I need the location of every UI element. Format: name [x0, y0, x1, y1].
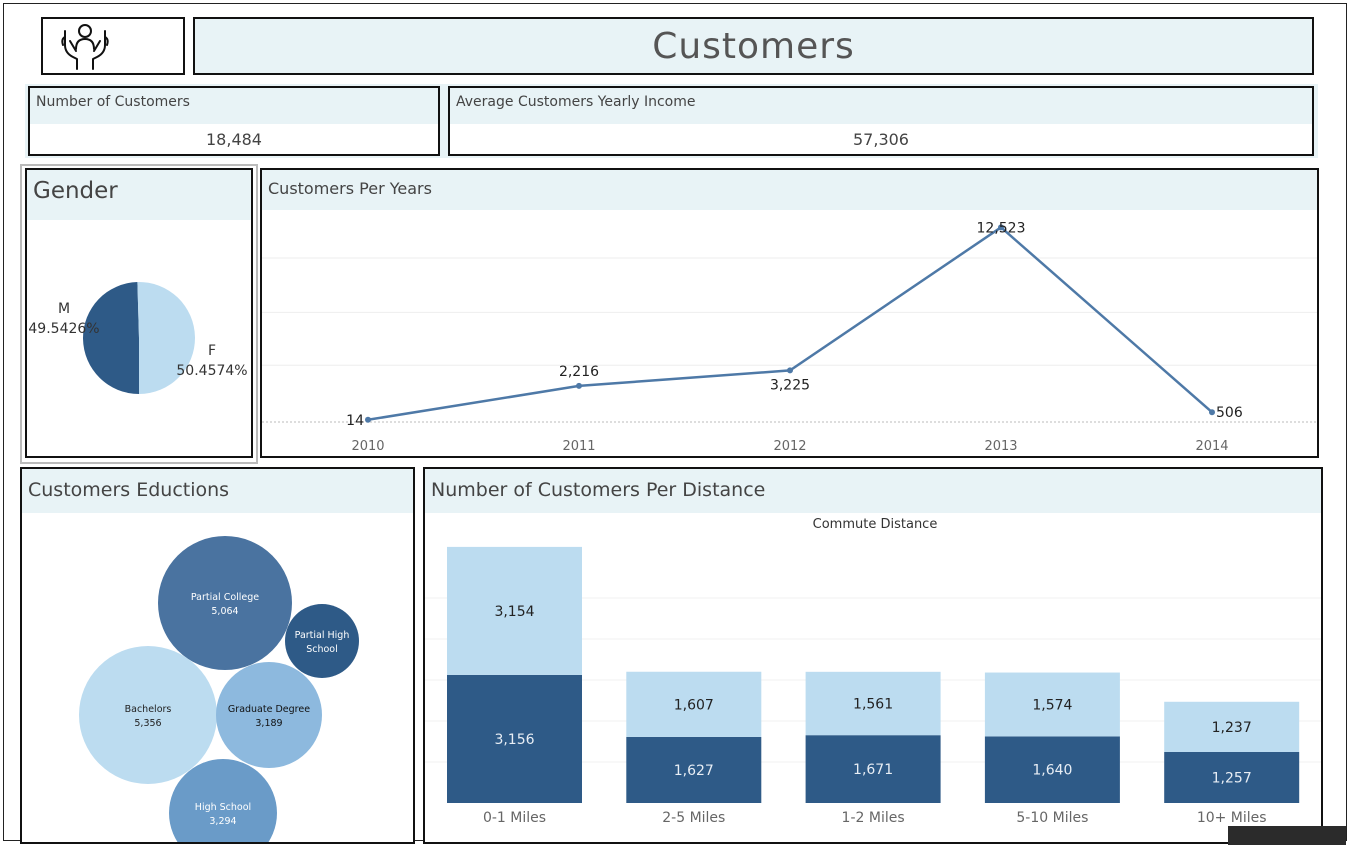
x-tick-label: 2013 — [984, 439, 1017, 454]
x-tick-label: 2010 — [351, 439, 384, 454]
distance-bar-chart: Commute Distance 3,156 3,154 0-1 Miles 1,627… — [425, 517, 1321, 826]
pie-label-f: F — [208, 343, 216, 359]
bar-segment-light[interactable] — [626, 671, 762, 737]
x-tick-label: 10+ Miles — [1197, 810, 1267, 826]
bar-data-label: 1,574 — [1032, 697, 1072, 713]
gender-pie-chart: M 49.5426% F 50.4574% — [28, 282, 248, 394]
distance-panel: Number of Customers Per Distance Commute… — [423, 467, 1323, 844]
gender-panel: Gender M 49.5426% F 50.4574% — [25, 168, 253, 458]
line-data-label: 14 — [346, 413, 364, 429]
pie-value-f: 50.4574% — [176, 363, 247, 379]
education-title: Customers Eductions — [22, 469, 413, 513]
bar-data-label: 1,640 — [1032, 763, 1072, 779]
bubble-label: Bachelors — [125, 704, 172, 715]
line-point-2014[interactable] — [1209, 409, 1215, 416]
kpi-average-yearly-income: Average Customers Yearly Income 57,306 — [448, 86, 1314, 156]
bubble-label: High School — [195, 802, 251, 813]
bubble-graduate-degree[interactable] — [216, 662, 322, 768]
bar-data-label: 1,671 — [853, 762, 893, 778]
years-line-chart: 14 2010 2,216 2011 3,225 2012 12,523 2013 506 201… — [262, 220, 1317, 454]
pie-label-m: M — [58, 301, 70, 317]
bubble-label: Partial College — [191, 592, 259, 603]
bar-segment-light[interactable] — [447, 546, 582, 675]
x-tick-label: 2011 — [562, 439, 595, 454]
bubble-value: 3,189 — [255, 718, 282, 729]
x-tick-label: 2012 — [773, 439, 806, 454]
bar-segment-light[interactable] — [805, 671, 941, 736]
bar-data-label: 3,154 — [494, 604, 534, 620]
kpi-label: Average Customers Yearly Income — [450, 88, 1312, 124]
years-panel: Customers Per Years 14 2010 2,216 2011 3,225… — [260, 168, 1319, 458]
bar-data-label: 3,156 — [494, 732, 534, 748]
kpi-value: 18,484 — [206, 130, 262, 149]
bar-data-label: 1,607 — [674, 697, 714, 713]
bar-segment-dark[interactable] — [1164, 751, 1300, 803]
bar-segment-dark[interactable] — [984, 736, 1120, 803]
bubble-partial-college[interactable] — [158, 536, 292, 670]
line-data-label: 3,225 — [770, 377, 810, 393]
x-tick-label: 1-2 Miles — [842, 810, 905, 826]
kpi-label: Number of Customers — [30, 88, 438, 124]
pie-value-m: 49.5426% — [28, 321, 99, 337]
line-point-2010[interactable] — [365, 416, 371, 423]
line-data-label: 2,216 — [559, 364, 599, 380]
distance-title: Number of Customers Per Distance — [425, 469, 1321, 513]
x-tick-label: 5-10 Miles — [1016, 810, 1088, 826]
x-tick-label: 2014 — [1195, 439, 1228, 454]
pie-slice-m[interactable] — [82, 282, 139, 394]
bubble-value: 3,294 — [209, 816, 236, 827]
bubble-high-school[interactable] — [169, 759, 277, 842]
bar-segment-dark[interactable] — [626, 736, 762, 803]
bubble-label: Graduate Degree — [228, 704, 310, 715]
chart-subtitle: Commute Distance — [813, 517, 938, 532]
line-point-2011[interactable] — [576, 382, 582, 389]
bar-data-label: 1,237 — [1212, 720, 1252, 736]
bubble-label: School — [306, 644, 338, 655]
pie-slice-f[interactable] — [137, 282, 195, 394]
bubble-value: 5,356 — [134, 718, 161, 729]
x-tick-label: 2-5 Miles — [662, 810, 725, 826]
education-bubble-chart: Partial College 5,064 Partial High School Ba… — [79, 536, 359, 842]
bar-segment-light[interactable] — [1164, 701, 1300, 752]
logo-box — [41, 17, 185, 75]
kpi-number-of-customers: Number of Customers 18,484 — [28, 86, 440, 156]
page-title: Customers — [652, 25, 855, 67]
bar-data-label: 1,627 — [674, 763, 714, 779]
line-data-label: 506 — [1216, 405, 1243, 421]
kpi-value: 57,306 — [853, 130, 909, 149]
bar-segment-light[interactable] — [984, 672, 1120, 737]
years-title: Customers Per Years — [262, 170, 1317, 210]
bubble-label: Partial High — [295, 630, 350, 641]
line-point-2012[interactable] — [787, 367, 793, 374]
bar-data-label: 1,561 — [853, 696, 893, 712]
education-panel: Customers Eductions Partial College 5,064… — [20, 467, 415, 844]
bubble-bachelors[interactable] — [79, 646, 217, 784]
line-point-2013[interactable] — [998, 224, 1004, 231]
line-data-label: 12,523 — [977, 220, 1026, 236]
bar-data-label: 1,257 — [1212, 770, 1252, 786]
hands-holding-person-icon — [61, 24, 109, 70]
bubble-value: 5,064 — [211, 606, 238, 617]
bar-segment-dark[interactable] — [447, 674, 582, 803]
next-page-button[interactable] — [1228, 826, 1346, 845]
gender-panel-outline — [20, 164, 258, 464]
bubble-partial-high-school[interactable] — [285, 604, 359, 678]
page-title-bar: Customers — [193, 17, 1314, 75]
x-tick-label: 0-1 Miles — [483, 810, 546, 826]
bar-segment-dark[interactable] — [805, 735, 941, 803]
gender-title: Gender — [27, 170, 251, 220]
